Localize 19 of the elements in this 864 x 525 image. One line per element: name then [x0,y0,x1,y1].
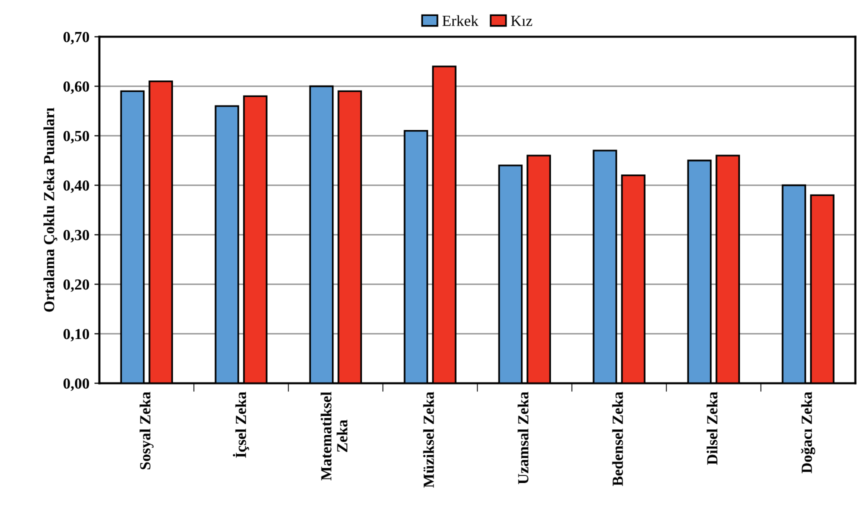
y-tick-label: 0,50 [63,130,90,144]
y-tick-label: 0,60 [63,81,90,94]
x-tick-label: Bedensel Zeka [612,392,623,486]
y-tick-label: 0,40 [63,180,90,193]
y-tick-label: 0,00 [63,378,90,391]
y-tick-label: 0,30 [63,230,90,242]
y-axis-title: Ortalama Çoklu Zeka Puanları [43,108,58,312]
x-tick-label: İçsel Zeka [232,392,250,458]
y-tick-label: 0,10 [63,328,90,342]
legend-label: Erkek [442,15,478,26]
x-tick-label: Müziksel Zeka [423,392,434,488]
legend-label: Kız [510,16,532,26]
x-tick-label: Doğacı Zeka [801,392,816,474]
x-tick-label: Matematiksel Zeka [320,392,348,480]
x-tick-label: Sosyal Zeka [140,392,154,470]
x-tick-label: Dilsel Zeka [706,392,718,465]
y-tick-label: 0,20 [63,279,90,292]
x-tick-label: Uzamsal Zeka [518,392,528,484]
y-tick-label: 0,70 [63,32,90,44]
